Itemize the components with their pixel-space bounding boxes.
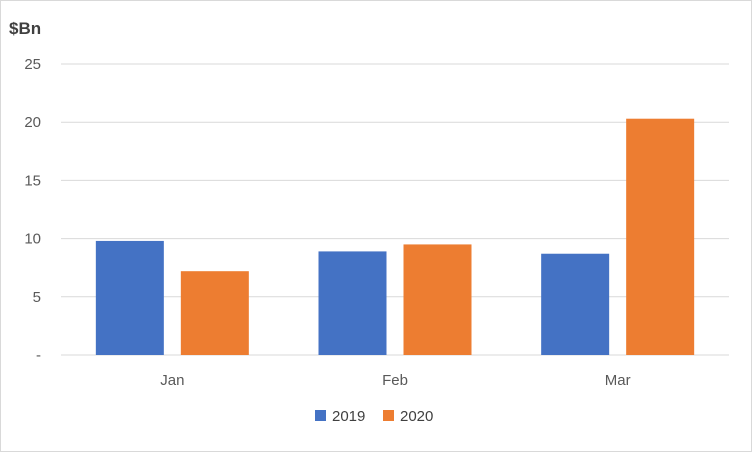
bar-mar-2020 (626, 118, 695, 355)
y-tick-label: 25 (24, 56, 41, 73)
y-tick-label: - (36, 347, 41, 364)
x-tick-label: Feb (382, 372, 408, 389)
bar-feb-2020 (403, 244, 472, 355)
y-axis-ticks: - 5 10 15 20 25 (24, 56, 41, 364)
y-tick-label: 20 (24, 114, 41, 131)
y-tick-label: 15 (24, 172, 41, 189)
legend-swatch-2020 (383, 410, 394, 421)
legend-label-2020: 2020 (400, 408, 433, 425)
unit-label: $Bn (9, 19, 41, 38)
bar-mar-2019 (541, 253, 610, 355)
legend-label-2019: 2019 (332, 408, 365, 425)
legend-swatch-2019 (315, 410, 326, 421)
legend: 2019 2020 (315, 408, 433, 425)
bar-jan-2020 (180, 271, 249, 355)
x-tick-label: Jan (160, 372, 184, 389)
bar-feb-2019 (318, 251, 387, 355)
bar-jan-2019 (95, 240, 164, 355)
gridlines (61, 63, 729, 356)
bars (95, 118, 695, 355)
x-axis-ticks: Jan Feb Mar (160, 372, 630, 389)
y-tick-label: 10 (24, 231, 41, 248)
x-tick-label: Mar (605, 372, 631, 389)
y-tick-label: 5 (33, 289, 41, 306)
